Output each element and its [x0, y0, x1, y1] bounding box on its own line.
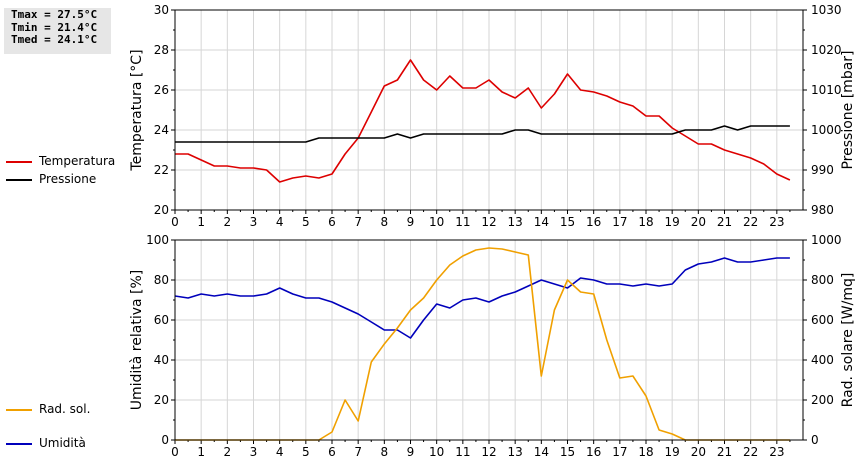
legend-swatch-radiation: [6, 409, 32, 411]
y-axis-title: Temperatura [°C]: [129, 49, 145, 171]
plot-frame: [174, 9, 804, 211]
x-tick-label: 5: [302, 445, 310, 459]
x-tick-label: 6: [328, 215, 336, 229]
x-tick-label: 1: [197, 215, 205, 229]
x-tick-label: 9: [407, 445, 415, 459]
x-tick-label: 7: [354, 215, 362, 229]
y2-tick-label: 980: [811, 203, 834, 217]
x-tick-label: 20: [691, 215, 706, 229]
x-tick-label: 6: [328, 445, 336, 459]
y2-tick-label: 1010: [811, 83, 842, 97]
x-tick-label: 11: [455, 445, 470, 459]
x-tick-label: 13: [508, 215, 523, 229]
x-tick-label: 8: [381, 445, 389, 459]
series-line-umidit: [174, 257, 790, 339]
x-tick-label: 16: [586, 215, 601, 229]
x-tick-label: 13: [508, 445, 523, 459]
y2-tick-label: 600: [811, 313, 834, 327]
x-tick-label: 2: [224, 215, 232, 229]
x-tick-label: 1: [197, 445, 205, 459]
y-tick-label: 0: [161, 433, 169, 447]
x-tick-label: 3: [250, 445, 258, 459]
x-tick-label: 4: [276, 215, 284, 229]
y-tick-label: 28: [154, 43, 169, 57]
x-tick-label: 12: [481, 215, 496, 229]
y-tick-label: 20: [154, 203, 169, 217]
x-tick-label: 10: [429, 445, 444, 459]
y-tick-label: 60: [154, 313, 169, 327]
x-tick-label: 23: [769, 215, 784, 229]
y2-axis-title: Pressione [mbar]: [840, 50, 856, 169]
y2-tick-label: 990: [811, 163, 834, 177]
x-tick-label: 19: [665, 445, 680, 459]
legend-swatch-humidity: [6, 443, 32, 445]
x-tick-label: 14: [534, 215, 549, 229]
y2-tick-label: 0: [811, 433, 819, 447]
stats-box: Tmax = 27.5°C Tmin = 21.4°C Tmed = 24.1°C: [4, 8, 111, 54]
x-tick-label: 17: [612, 445, 627, 459]
stat-tmax: Tmax = 27.5°C: [11, 8, 98, 21]
y2-tick-label: 1030: [811, 3, 842, 17]
x-tick-label: 17: [612, 215, 627, 229]
y-tick-label: 22: [154, 163, 169, 177]
y-tick-label: 80: [154, 273, 169, 287]
y-tick-label: 30: [154, 3, 169, 17]
y-tick-label: 24: [154, 123, 169, 137]
y2-tick-label: 1020: [811, 43, 842, 57]
x-tick-label: 18: [638, 215, 653, 229]
series-line-pressione: [175, 125, 790, 143]
legend-label-temperature: Temperatura: [39, 154, 116, 168]
chart-panel-2: 0 1 2 3 4 5 6 7 8 9 10 11 12 13 14 15 16 17 18 19 20 21 22 2302…: [129, 233, 856, 459]
y2-axis-title: Rad. solare [W/mq]: [840, 273, 856, 408]
x-tick-label: 3: [250, 215, 258, 229]
x-tick-label: 23: [769, 445, 784, 459]
legend-label-pressure: Pressione: [39, 172, 97, 186]
x-tick-label: 7: [354, 445, 362, 459]
x-tick-label: 2: [224, 445, 232, 459]
x-tick-label: 0: [171, 215, 179, 229]
x-tick-label: 15: [560, 445, 575, 459]
x-tick-label: 22: [743, 215, 758, 229]
stat-tmed: Tmed = 24.1°C: [11, 33, 98, 46]
plot-frame: [174, 239, 804, 441]
x-tick-label: 11: [455, 215, 470, 229]
y2-tick-label: 800: [811, 273, 834, 287]
y-tick-label: 26: [154, 83, 169, 97]
legend-swatch-pressure: [6, 179, 32, 181]
x-tick-label: 5: [302, 215, 310, 229]
legend-label-humidity: Umidità: [39, 436, 86, 450]
x-tick-label: 10: [429, 215, 444, 229]
y2-tick-label: 200: [811, 393, 834, 407]
x-tick-label: 15: [560, 215, 575, 229]
x-tick-label: 0: [171, 445, 179, 459]
x-tick-label: 22: [743, 445, 758, 459]
y-axis-title: Umidità relativa [%]: [129, 270, 145, 411]
x-tick-label: 16: [586, 445, 601, 459]
y2-tick-label: 1000: [811, 123, 842, 137]
stat-tmin: Tmin = 21.4°C: [11, 20, 98, 34]
x-tick-label: 14: [534, 445, 549, 459]
x-tick-label: 19: [665, 215, 680, 229]
y2-tick-label: 400: [811, 353, 834, 367]
x-tick-label: 21: [717, 445, 732, 459]
legend-swatch-temperature: [6, 161, 32, 163]
x-tick-label: 18: [638, 445, 653, 459]
x-tick-label: 9: [407, 215, 415, 229]
x-tick-label: 4: [276, 445, 284, 459]
x-tick-label: 8: [381, 215, 389, 229]
series-line-temperatura: [175, 59, 791, 183]
y-tick-label: 20: [154, 393, 169, 407]
legend-label-radiation: Rad. sol.: [39, 402, 91, 416]
x-tick-label: 21: [717, 215, 732, 229]
y-tick-label: 40: [154, 353, 169, 367]
chart-panel-1: 0 1 2 3 4 5 6 7 8 9 10 11 12 13 14 15 16 17 18 19 20 21 22 2320…: [129, 3, 856, 229]
x-tick-label: 20: [691, 445, 706, 459]
y-tick-label: 100: [146, 233, 169, 247]
x-tick-label: 12: [481, 445, 496, 459]
y2-tick-label: 1000: [811, 233, 842, 247]
series-line-rad-sol: [175, 247, 790, 441]
